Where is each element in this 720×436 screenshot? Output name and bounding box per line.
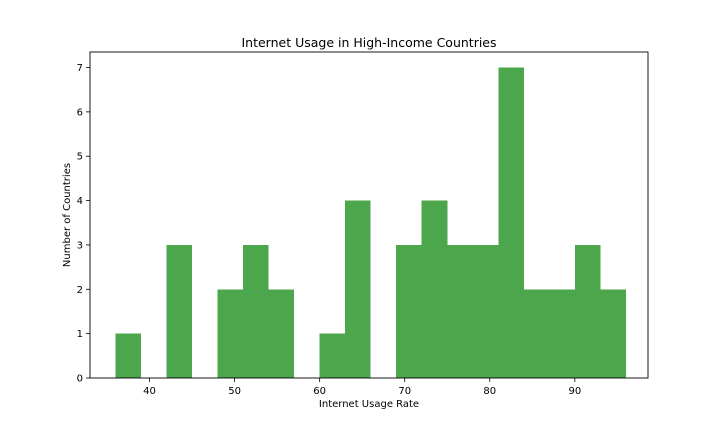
histogram-bar bbox=[268, 289, 295, 378]
y-tick-label: 7 bbox=[77, 63, 83, 74]
chart-title: Internet Usage in High-Income Countries bbox=[241, 35, 496, 50]
histogram-bar bbox=[396, 244, 422, 378]
y-tick-label: 3 bbox=[77, 240, 83, 251]
y-tick-label: 6 bbox=[77, 107, 83, 118]
histogram-bar bbox=[166, 244, 193, 378]
histogram-bar bbox=[217, 289, 244, 378]
x-tick-label: 80 bbox=[483, 386, 496, 397]
y-tick-label: 1 bbox=[77, 329, 83, 340]
histogram-bar bbox=[319, 333, 346, 378]
x-tick-label: 50 bbox=[228, 386, 241, 397]
x-tick-label: 90 bbox=[568, 386, 581, 397]
x-tick-label: 70 bbox=[398, 386, 411, 397]
y-axis: 0 1 2 3 4 5 6 7 bbox=[77, 63, 90, 385]
x-axis: 40 50 60 70 80 90 bbox=[143, 378, 581, 397]
x-tick-label: 60 bbox=[313, 386, 326, 397]
histogram-bar bbox=[243, 244, 269, 378]
histogram-bar bbox=[498, 67, 524, 379]
y-axis-label: Number of Countries bbox=[62, 163, 73, 267]
y-tick-label: 2 bbox=[77, 285, 83, 296]
histogram-bar bbox=[574, 244, 601, 378]
plot-frame bbox=[89, 51, 649, 379]
y-tick-label: 0 bbox=[77, 374, 83, 385]
histogram-bar bbox=[421, 200, 448, 378]
bars-group bbox=[115, 67, 626, 379]
x-tick-label: 40 bbox=[143, 386, 156, 397]
histogram-bar bbox=[600, 289, 626, 378]
x-axis-label: Internet Usage Rate bbox=[319, 399, 419, 410]
histogram-bar bbox=[549, 289, 575, 378]
y-tick-label: 4 bbox=[77, 196, 83, 207]
y-tick-label: 5 bbox=[77, 152, 83, 163]
histogram-bar bbox=[472, 244, 499, 378]
histogram-bar bbox=[345, 200, 371, 378]
histogram-bar bbox=[115, 333, 142, 378]
histogram-bar bbox=[447, 244, 473, 378]
histogram-bar bbox=[523, 289, 550, 378]
